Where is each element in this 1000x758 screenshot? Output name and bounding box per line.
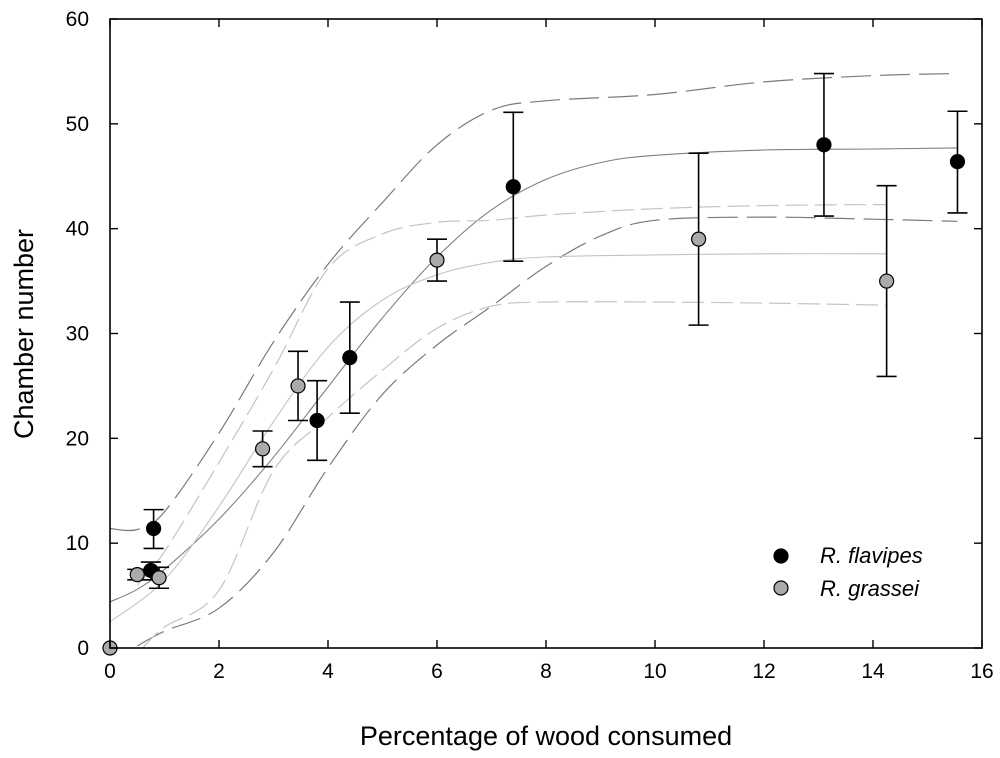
x-tick-label: 0 xyxy=(104,660,116,683)
legend: R. flavipes R. grassei xyxy=(773,543,923,601)
x-tick-label: 16 xyxy=(970,660,993,683)
legend-marker-r-grassei xyxy=(773,580,789,596)
x-tick-label: 12 xyxy=(752,660,775,683)
data-point-r-grassei xyxy=(129,567,145,583)
data-point-r-grassei xyxy=(879,273,895,289)
ci-upper-r-flavipes xyxy=(109,72,958,532)
x-tick-label: 4 xyxy=(322,660,334,683)
data-point-r-flavipes xyxy=(949,153,966,170)
legend-marker-r-flavipes xyxy=(773,548,789,564)
data-point-r-grassei xyxy=(429,252,445,268)
y-tick-label: 40 xyxy=(66,218,89,241)
x-tick-label: 8 xyxy=(540,660,552,683)
data-point-r-flavipes xyxy=(816,137,832,153)
y-axis-title: Chamber number xyxy=(9,229,39,439)
y-tick-label: 20 xyxy=(66,427,89,450)
y-tick-label: 10 xyxy=(66,532,89,555)
data-point-r-flavipes xyxy=(505,179,521,195)
y-tick-label: 60 xyxy=(66,8,89,31)
data-point-r-grassei xyxy=(290,378,306,394)
data-point-r-grassei xyxy=(151,570,167,586)
legend-label-r-grassei: R. grassei xyxy=(820,576,920,601)
data-point-r-grassei xyxy=(690,231,707,247)
x-tick-label: 2 xyxy=(213,660,225,683)
x-tick-label: 10 xyxy=(643,660,666,683)
y-tick-label: 50 xyxy=(66,113,89,136)
ci-lower-r-flavipes xyxy=(137,216,958,647)
y-tick-label: 30 xyxy=(66,323,89,346)
x-tick-label: 6 xyxy=(431,660,443,683)
y-tick-label: 0 xyxy=(77,637,89,660)
error-bars-layer xyxy=(127,72,968,590)
legend-label-r-flavipes: R. flavipes xyxy=(820,543,923,568)
data-point-r-flavipes xyxy=(309,412,325,429)
ci-upper-r-grassei xyxy=(136,204,887,586)
fit-curve-r-grassei xyxy=(109,253,887,623)
data-point-r-grassei xyxy=(255,441,271,457)
data-points-layer xyxy=(102,137,966,656)
ci-lower-r-grassei xyxy=(142,301,887,649)
axes-layer: 0 2 4 6 8 10 12 14 16 0 10 20 30 40 50 60 xyxy=(66,8,994,683)
data-point-r-flavipes xyxy=(146,520,162,537)
x-tick-label: 14 xyxy=(861,660,885,683)
x-axis-title: Percentage of wood consumed xyxy=(360,721,732,751)
data-point-r-flavipes xyxy=(342,350,358,366)
